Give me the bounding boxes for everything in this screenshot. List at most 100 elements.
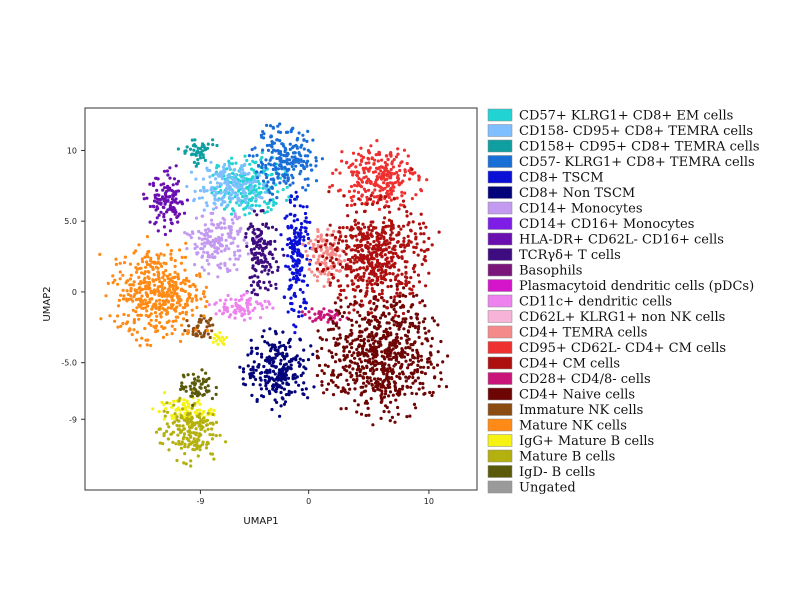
data-point (210, 329, 214, 333)
data-point (251, 365, 255, 369)
data-point (393, 344, 397, 348)
data-point (266, 205, 270, 210)
data-point (355, 184, 359, 188)
data-point (243, 213, 247, 217)
data-point (274, 332, 278, 336)
series-3 (247, 122, 324, 202)
data-point (371, 356, 375, 360)
data-point (334, 257, 338, 261)
data-point (380, 296, 384, 300)
data-point (287, 360, 291, 364)
data-point (142, 192, 146, 196)
legend-item: CD8+ TSCM (487, 171, 604, 186)
legend-label: Plasmacytoid dendritic cells (pDCs) (519, 279, 754, 294)
data-point (162, 433, 166, 438)
data-point (364, 189, 368, 193)
data-point (249, 191, 253, 195)
data-point (224, 298, 228, 302)
data-point (412, 250, 416, 254)
data-point (184, 278, 188, 283)
legend-item: CD95+ CD62L- CD4+ CM cells (487, 341, 726, 356)
data-point (419, 370, 424, 374)
data-point (222, 190, 227, 194)
data-point (192, 437, 196, 441)
data-point (357, 171, 361, 175)
data-point (364, 175, 368, 179)
data-point (333, 235, 338, 240)
data-point (354, 223, 358, 227)
data-point (276, 190, 280, 194)
data-point (297, 161, 301, 165)
data-point (393, 261, 397, 265)
data-point (186, 413, 190, 417)
data-point (237, 185, 241, 190)
data-point (196, 454, 200, 458)
data-point (236, 232, 240, 236)
data-point (360, 258, 364, 263)
data-point (282, 153, 286, 157)
data-point (268, 124, 273, 128)
data-point (319, 234, 323, 238)
data-point (367, 301, 371, 305)
data-point (125, 289, 129, 293)
data-point (403, 333, 408, 337)
data-point (295, 218, 300, 222)
data-point (270, 192, 275, 196)
data-point (306, 129, 310, 133)
data-point (406, 366, 410, 370)
data-point (375, 177, 379, 181)
data-point (203, 223, 207, 227)
data-point (423, 391, 427, 396)
data-point (397, 360, 401, 364)
data-point (269, 134, 273, 138)
data-point (255, 153, 259, 157)
data-point (302, 297, 306, 301)
data-point (246, 301, 250, 305)
data-point (336, 385, 340, 389)
data-point (195, 273, 199, 277)
data-point (278, 181, 282, 185)
data-point (383, 205, 387, 209)
data-point (254, 269, 258, 273)
data-point (353, 219, 357, 223)
data-point (330, 351, 334, 355)
data-point (261, 183, 265, 187)
data-point (256, 240, 260, 244)
data-point (153, 222, 157, 226)
data-point (355, 377, 359, 382)
data-point (137, 243, 141, 247)
data-point (231, 207, 235, 211)
data-point (327, 271, 331, 275)
data-point (180, 323, 184, 327)
data-point (379, 274, 383, 278)
data-point (384, 389, 388, 393)
data-point (356, 353, 360, 358)
data-point (300, 314, 304, 318)
data-point (374, 180, 378, 184)
data-point (200, 265, 204, 269)
data-point (145, 343, 149, 347)
data-point (376, 159, 380, 163)
data-point (378, 197, 382, 201)
data-point (345, 226, 349, 230)
data-point (378, 175, 382, 179)
data-point (260, 270, 264, 274)
data-point (264, 163, 268, 168)
data-point (410, 391, 414, 395)
data-point (252, 371, 256, 375)
data-point (131, 299, 135, 303)
data-point (280, 142, 284, 146)
data-point (298, 204, 302, 208)
data-point (317, 254, 321, 259)
data-point (288, 267, 292, 271)
data-point (370, 234, 374, 238)
data-point (358, 230, 362, 234)
data-point (357, 227, 361, 231)
data-point (364, 243, 368, 248)
data-point (392, 197, 396, 201)
data-point (351, 339, 355, 343)
data-point (410, 167, 414, 171)
data-point (305, 205, 309, 209)
data-point (383, 231, 388, 235)
data-point (260, 166, 264, 170)
